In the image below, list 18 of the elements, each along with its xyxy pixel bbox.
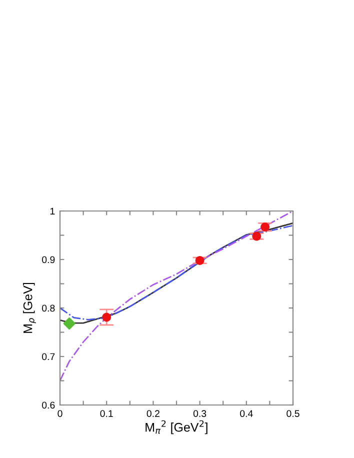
point bbox=[195, 256, 204, 265]
x-tick-label: 0.3 bbox=[193, 410, 206, 417]
y-tick-label: 0.8 bbox=[42, 304, 55, 312]
point bbox=[102, 312, 112, 322]
x-tick-label: 0.5 bbox=[286, 410, 300, 417]
x-tick-label: 0.1 bbox=[100, 410, 113, 417]
x-tick-label: 0.4 bbox=[240, 410, 253, 417]
y-tick-label: 1 bbox=[50, 208, 55, 215]
y-tick-label: 0.9 bbox=[42, 256, 55, 264]
point bbox=[260, 222, 270, 232]
x-tick-label: 0.2 bbox=[146, 410, 160, 417]
point bbox=[63, 317, 76, 330]
y-tick-label: 0.6 bbox=[42, 402, 55, 409]
y-axis-title: M$_{ρ}$ [GeV] bbox=[23, 282, 36, 333]
x-axis-title: M$_{π}$$^{2}$ [GeV$^{2}$] bbox=[146, 420, 208, 434]
y-tick-label: 0.7 bbox=[42, 353, 55, 360]
x-tick-label: 0 bbox=[58, 410, 62, 417]
point bbox=[252, 232, 262, 241]
